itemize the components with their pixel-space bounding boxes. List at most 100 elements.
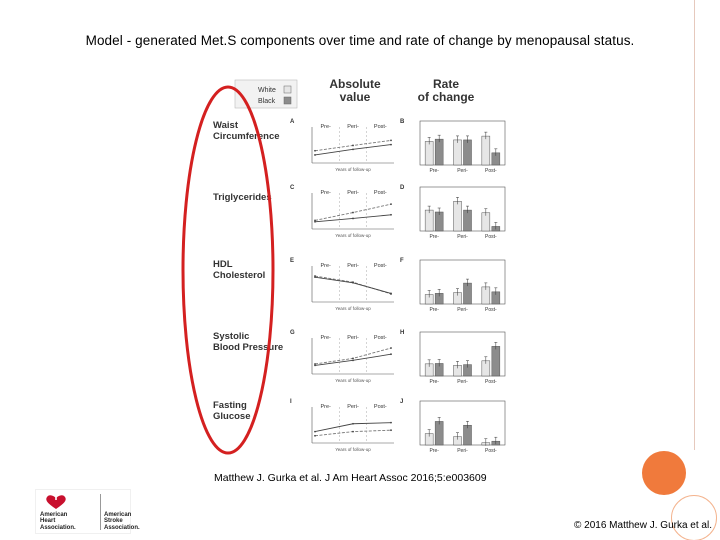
data-point <box>314 219 316 222</box>
panel-letter: B <box>400 119 405 125</box>
data-point <box>390 143 392 146</box>
logo-separator <box>100 494 101 530</box>
decorative-orange-circle <box>642 451 686 495</box>
bar-panel-frame <box>419 259 506 305</box>
data-point <box>352 211 354 214</box>
bar <box>463 282 472 305</box>
highlight-ellipse <box>181 85 275 455</box>
column-header: Rate <box>433 77 459 91</box>
row-label: Systolic <box>213 331 249 342</box>
data-point <box>314 430 316 433</box>
row-label: Cholesterol <box>213 270 265 281</box>
bar-category-label: Post- <box>485 307 497 313</box>
stage-label: Post- <box>374 335 387 341</box>
bar-category-label: Pre- <box>429 379 439 385</box>
asa-line3: Association. <box>104 524 140 531</box>
bar <box>481 135 491 166</box>
stage-label: Peri- <box>347 404 359 410</box>
stage-label: Pre- <box>320 124 331 130</box>
bar-category-label: Post- <box>485 168 497 174</box>
row-label: Waist <box>213 120 239 131</box>
bar-category-label: Pre- <box>429 307 439 313</box>
bar <box>463 139 472 166</box>
data-point <box>390 213 392 216</box>
stage-label: Pre- <box>320 190 331 196</box>
row-label: Circumference <box>213 131 280 142</box>
panel-letter: J <box>400 399 403 405</box>
legend-swatch <box>283 85 292 94</box>
bar-category-label: Post- <box>485 234 497 240</box>
decorative-vertical-line <box>694 0 695 450</box>
column-header: Absolute <box>329 77 381 91</box>
row-label: HDL <box>213 259 233 270</box>
stage-label: Post- <box>374 124 387 130</box>
bar-panel-frame <box>419 120 506 166</box>
aha-line3: Association. <box>40 524 76 531</box>
aha-logo-text: American Heart Association. <box>40 512 76 531</box>
panel-letter: F <box>400 258 404 264</box>
citation: Matthew J. Gurka et al. J Am Heart Assoc… <box>214 472 487 484</box>
bar <box>463 209 472 232</box>
legend-label: Black <box>258 98 276 105</box>
stage-label: Peri- <box>347 335 359 341</box>
stage-label: Peri- <box>347 263 359 269</box>
series-line <box>314 276 392 294</box>
data-point <box>314 434 316 437</box>
stage-label: Pre- <box>320 263 331 269</box>
data-point <box>314 220 316 223</box>
data-point <box>314 149 316 152</box>
data-point <box>352 217 354 220</box>
data-point <box>390 421 392 424</box>
bar-category-label: Pre- <box>429 448 439 454</box>
x-axis-label: Years of follow-up <box>335 167 371 172</box>
data-point <box>390 203 392 206</box>
data-point <box>352 422 354 425</box>
data-point <box>390 429 392 432</box>
bar-category-label: Post- <box>485 379 497 385</box>
panel-letter: D <box>400 185 405 191</box>
bar <box>491 346 501 377</box>
stage-label: Peri- <box>347 124 359 130</box>
aha-line2: Heart <box>40 518 56 525</box>
bar-panel-frame <box>419 400 506 446</box>
bar-category-label: Peri- <box>457 307 468 313</box>
data-point <box>390 139 392 142</box>
x-axis-label: Years of follow-up <box>335 306 371 311</box>
bar <box>434 138 444 166</box>
bar-category-label: Pre- <box>429 234 439 240</box>
bar <box>453 201 462 232</box>
legend-label: White <box>258 87 276 94</box>
heart-torch-icon <box>46 494 66 509</box>
panel-letter: E <box>290 258 294 264</box>
aha-asa-logo: American Heart Association. American Str… <box>35 489 140 534</box>
data-point <box>352 430 354 433</box>
x-axis-label: Years of follow-up <box>335 378 371 383</box>
bar <box>424 209 434 232</box>
bar-panel-frame <box>419 331 506 377</box>
panel-letter: I <box>290 399 292 405</box>
data-point <box>390 347 392 349</box>
data-point <box>352 281 354 284</box>
row-label: Fasting <box>213 400 247 411</box>
data-point <box>352 359 354 362</box>
slide-title: Model - generated Met.S components over … <box>85 33 635 48</box>
bar <box>453 139 462 166</box>
asa-logo-text: American Stroke Association. <box>104 512 140 531</box>
data-point <box>352 357 354 360</box>
bar-category-label: Peri- <box>457 448 468 454</box>
data-point <box>314 364 316 367</box>
data-point <box>314 363 316 365</box>
bar-category-label: Pre- <box>429 168 439 174</box>
copyright: © 2016 Matthew J. Gurka et al. <box>574 520 712 531</box>
asa-line1: American <box>104 512 132 518</box>
aha-line1: American <box>40 512 68 518</box>
stage-label: Post- <box>374 263 387 269</box>
data-point <box>390 353 392 356</box>
data-point <box>352 148 354 151</box>
panel-letter: G <box>290 330 295 336</box>
row-label: Blood Pressure <box>213 342 283 353</box>
decorative-orange-ring <box>671 495 717 540</box>
row-label: Glucose <box>213 411 251 422</box>
data-point <box>314 276 316 279</box>
